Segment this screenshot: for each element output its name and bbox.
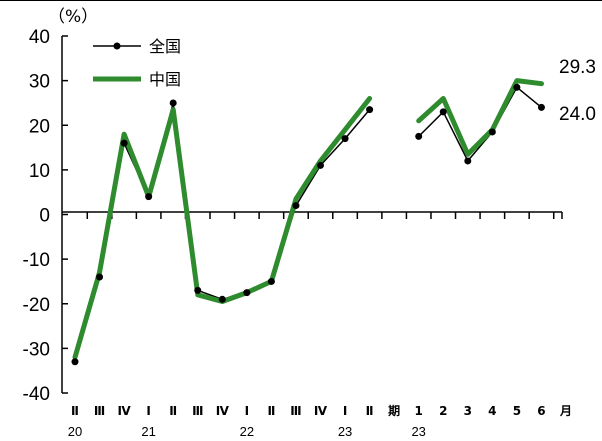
end-value-label: 24.0 bbox=[559, 104, 596, 125]
y-tick-label: -30 bbox=[23, 339, 50, 360]
data-point-zenkoku bbox=[366, 106, 374, 114]
y-tick-label: 0 bbox=[39, 206, 50, 227]
data-point-zenkoku bbox=[439, 108, 447, 116]
legend-label-chugoku: 中国 bbox=[149, 70, 181, 89]
y-tick-label: -20 bbox=[23, 295, 50, 316]
x-year-label: 23 bbox=[411, 424, 425, 439]
x-category-label: Ⅱ bbox=[267, 404, 275, 418]
data-point-zenkoku bbox=[145, 193, 153, 201]
series-line-chugoku bbox=[72, 96, 373, 360]
series-line-zenkoku bbox=[74, 102, 371, 363]
x-category-label: Ⅱ bbox=[71, 404, 79, 418]
data-point-zenkoku bbox=[464, 157, 472, 165]
data-point-zenkoku bbox=[71, 358, 79, 366]
x-category-label: 6 bbox=[537, 404, 545, 418]
data-point-zenkoku bbox=[488, 128, 496, 136]
data-point-zenkoku bbox=[341, 135, 349, 143]
x-category-label: Ⅰ bbox=[146, 404, 150, 418]
data-point-zenkoku bbox=[292, 202, 300, 210]
x-category-label: 月 bbox=[559, 404, 572, 418]
x-category-label: Ⅲ bbox=[192, 404, 203, 418]
y-tick-label: 30 bbox=[29, 72, 50, 93]
x-category-label: 期 bbox=[388, 403, 400, 418]
x-category-label: 3 bbox=[464, 404, 472, 418]
data-point-zenkoku bbox=[120, 139, 128, 147]
data-point-zenkoku bbox=[218, 295, 226, 303]
data-point-zenkoku bbox=[537, 103, 545, 111]
end-value-label: 29.3 bbox=[559, 57, 596, 78]
x-category-label: Ⅲ bbox=[94, 404, 105, 418]
series-line-zenkoku bbox=[417, 86, 543, 162]
x-category-label: Ⅳ bbox=[118, 404, 132, 418]
y-tick-label: 40 bbox=[29, 27, 50, 48]
x-category-label: 2 bbox=[439, 404, 447, 418]
x-category-label: Ⅰ bbox=[343, 404, 347, 418]
data-point-zenkoku bbox=[194, 286, 202, 294]
legend-label-zenkoku: 全国 bbox=[149, 37, 181, 56]
series-line-chugoku bbox=[416, 78, 544, 157]
data-point-zenkoku bbox=[267, 277, 275, 285]
data-point-zenkoku bbox=[243, 289, 251, 297]
x-category-label: Ⅳ bbox=[314, 404, 328, 418]
x-category-label: Ⅱ bbox=[169, 404, 177, 418]
data-point-zenkoku bbox=[415, 132, 423, 140]
x-year-label: 20 bbox=[68, 424, 82, 439]
x-category-label: Ⅲ bbox=[290, 404, 301, 418]
x-year-label: 23 bbox=[338, 424, 352, 439]
legend-marker-zenkoku bbox=[113, 42, 121, 50]
data-point-zenkoku bbox=[96, 273, 104, 281]
x-year-label: 22 bbox=[240, 424, 254, 439]
x-category-label: 1 bbox=[415, 404, 423, 418]
y-unit-label: （%） bbox=[48, 7, 98, 27]
y-tick-label: 20 bbox=[29, 116, 50, 137]
y-tick-label: -10 bbox=[23, 250, 50, 271]
data-point-zenkoku bbox=[169, 99, 177, 107]
x-category-label: 4 bbox=[488, 404, 496, 418]
y-tick-label: -40 bbox=[23, 384, 50, 405]
x-category-label: 5 bbox=[513, 404, 521, 418]
x-category-label: Ⅰ bbox=[245, 404, 249, 418]
data-point-zenkoku bbox=[513, 83, 521, 91]
x-category-label: Ⅱ bbox=[366, 404, 374, 418]
x-category-label: Ⅳ bbox=[216, 404, 230, 418]
x-year-label: 21 bbox=[141, 424, 155, 439]
data-point-zenkoku bbox=[317, 161, 324, 169]
frame-top-border bbox=[0, 0, 602, 1]
y-tick-label: 10 bbox=[29, 161, 50, 182]
